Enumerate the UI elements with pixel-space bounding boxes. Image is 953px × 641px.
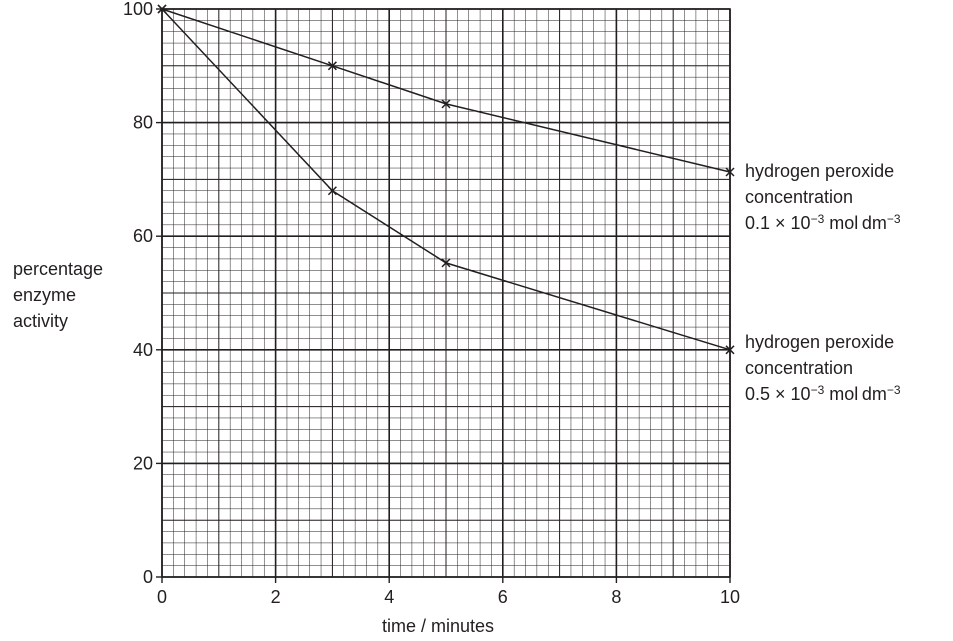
y-axis-label: percentage enzyme activity — [13, 256, 103, 334]
data-point-marker — [327, 61, 337, 71]
data-point-marker — [441, 99, 451, 109]
y-tick-label: 80 — [133, 113, 153, 133]
series-markers — [157, 4, 735, 355]
series-label-low-concentration: hydrogen peroxide concentration 0.1 × 10… — [745, 158, 901, 236]
marker-stroke — [157, 4, 167, 14]
concentration-exponent: −3 — [810, 383, 825, 397]
marker-stroke — [327, 61, 337, 71]
y-axis-label-line: enzyme — [13, 285, 77, 305]
y-tick-label: 60 — [133, 226, 153, 246]
axes — [156, 8, 731, 583]
x-tick-label: 4 — [384, 587, 394, 607]
data-point-marker — [327, 186, 337, 196]
x-tick-label: 10 — [720, 587, 740, 607]
series-label-line: concentration — [745, 358, 854, 378]
concentration-exponent: −3 — [810, 212, 825, 226]
series-label-concentration: 0.5 × 10−3 mol dm−3 — [745, 383, 901, 404]
y-axis-label-line: percentage — [13, 259, 104, 279]
x-tick-label: 2 — [271, 587, 281, 607]
y-tick-label: 0 — [143, 567, 153, 587]
series-label-concentration: 0.1 × 10−3 mol dm−3 — [745, 212, 901, 233]
x-axis-label: time / minutes — [382, 616, 495, 636]
series-lines — [161, 8, 731, 351]
y-tick-label: 40 — [133, 340, 153, 360]
series-label-high-concentration: hydrogen peroxide concentration 0.5 × 10… — [745, 329, 901, 407]
plot-border — [161, 8, 731, 578]
series-label-line: hydrogen peroxide — [745, 332, 895, 352]
concentration-unit-exponent: −3 — [886, 212, 901, 226]
series-label-line: concentration — [745, 187, 854, 207]
y-axis-label-line: activity — [13, 311, 69, 331]
concentration-unit-exponent: −3 — [886, 383, 901, 397]
series-line-2 — [161, 8, 731, 351]
data-point-marker — [725, 345, 735, 355]
concentration-value: 0.1 — [745, 213, 771, 233]
marker-stroke — [441, 99, 451, 109]
concentration-unit: mol dm — [829, 384, 887, 404]
x-tick-label: 0 — [157, 587, 167, 607]
concentration-value: 0.5 — [745, 384, 771, 404]
x-tick-label: 6 — [498, 587, 508, 607]
marker-stroke — [327, 186, 337, 196]
series-label-line: hydrogen peroxide — [745, 161, 895, 181]
data-point-marker — [441, 258, 451, 268]
x-tick-label: 8 — [611, 587, 621, 607]
y-tick-label: 100 — [123, 0, 153, 19]
data-point-marker — [157, 4, 167, 14]
y-tick-label: 20 — [133, 453, 153, 473]
marker-stroke — [725, 167, 735, 177]
marker-stroke — [441, 258, 451, 268]
major-grid — [161, 8, 731, 578]
marker-stroke — [725, 345, 735, 355]
concentration-unit: mol dm — [829, 213, 887, 233]
series-line-1 — [161, 8, 731, 173]
data-point-marker — [725, 167, 735, 177]
